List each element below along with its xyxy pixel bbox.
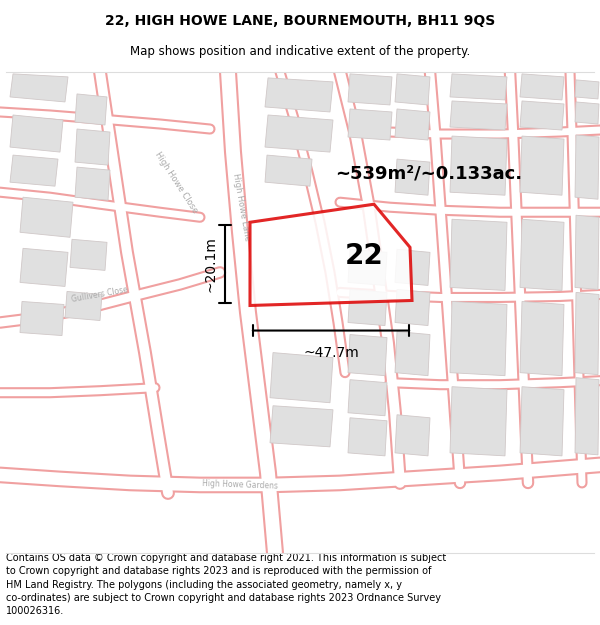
Polygon shape	[75, 167, 110, 200]
Polygon shape	[575, 102, 599, 124]
Polygon shape	[395, 159, 430, 195]
Polygon shape	[348, 109, 392, 140]
Polygon shape	[10, 155, 58, 186]
Text: High Howe Close: High Howe Close	[153, 150, 199, 214]
Polygon shape	[395, 109, 430, 140]
Polygon shape	[575, 215, 599, 289]
Polygon shape	[348, 418, 387, 456]
Text: 22: 22	[345, 242, 383, 270]
Polygon shape	[520, 387, 564, 456]
Polygon shape	[75, 94, 107, 125]
Polygon shape	[65, 291, 102, 321]
Polygon shape	[250, 204, 412, 306]
Polygon shape	[575, 378, 599, 455]
Polygon shape	[20, 198, 73, 238]
Polygon shape	[10, 115, 63, 152]
Polygon shape	[450, 301, 507, 376]
Polygon shape	[395, 289, 430, 326]
Polygon shape	[395, 74, 430, 105]
Polygon shape	[520, 101, 564, 130]
Polygon shape	[575, 292, 599, 374]
Text: Contains OS data © Crown copyright and database right 2021. This information is : Contains OS data © Crown copyright and d…	[6, 553, 446, 616]
Polygon shape	[520, 301, 564, 376]
Polygon shape	[575, 135, 599, 199]
Polygon shape	[75, 129, 110, 165]
Polygon shape	[348, 249, 387, 286]
Polygon shape	[450, 74, 507, 100]
Text: Gullivers Close: Gullivers Close	[71, 285, 129, 304]
Polygon shape	[270, 352, 333, 402]
Polygon shape	[395, 331, 430, 376]
Polygon shape	[575, 80, 599, 99]
Polygon shape	[395, 415, 430, 456]
Text: High Howe Lane: High Howe Lane	[230, 173, 251, 242]
Polygon shape	[520, 219, 564, 291]
Polygon shape	[395, 249, 430, 286]
Polygon shape	[20, 248, 68, 286]
Polygon shape	[450, 101, 507, 130]
Polygon shape	[10, 74, 68, 102]
Text: High Howe Gardens: High Howe Gardens	[202, 479, 278, 491]
Polygon shape	[520, 74, 564, 100]
Polygon shape	[270, 406, 333, 447]
Text: ~539m²/~0.133ac.: ~539m²/~0.133ac.	[335, 164, 522, 182]
Polygon shape	[20, 301, 64, 336]
Polygon shape	[265, 155, 312, 186]
Polygon shape	[348, 289, 387, 326]
Text: ~20.1m: ~20.1m	[203, 236, 217, 292]
Text: Map shows position and indicative extent of the property.: Map shows position and indicative extent…	[130, 44, 470, 58]
Polygon shape	[450, 387, 507, 456]
Polygon shape	[348, 334, 387, 376]
Polygon shape	[348, 379, 387, 416]
Polygon shape	[348, 74, 392, 105]
Text: 22, HIGH HOWE LANE, BOURNEMOUTH, BH11 9QS: 22, HIGH HOWE LANE, BOURNEMOUTH, BH11 9Q…	[105, 14, 495, 28]
Polygon shape	[265, 78, 333, 112]
Text: ~47.7m: ~47.7m	[303, 346, 359, 359]
Polygon shape	[450, 136, 507, 195]
Polygon shape	[520, 136, 564, 195]
Polygon shape	[265, 115, 333, 152]
Polygon shape	[70, 239, 107, 271]
Polygon shape	[450, 219, 507, 291]
